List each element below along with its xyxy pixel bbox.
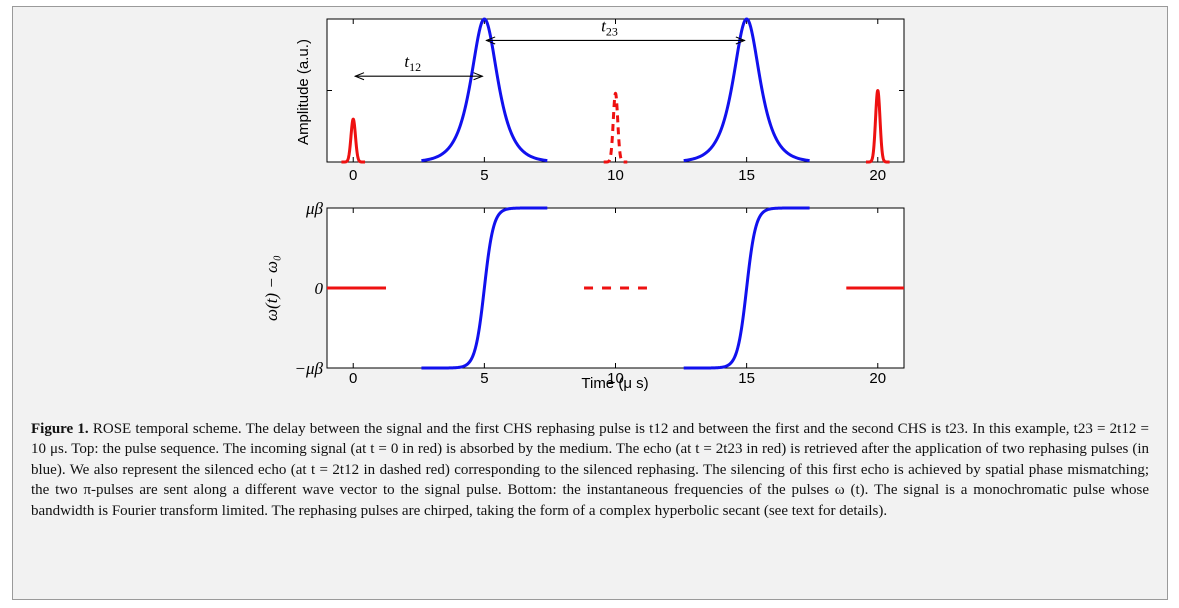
top-series-line xyxy=(602,91,629,164)
bottom-panel: 0 5 10 15 20 −μβ 0 μβ ω(t) − ω₀ Time (μ s) xyxy=(262,199,905,392)
bottom-series-line xyxy=(683,206,810,370)
caption-label: Figure 1. xyxy=(31,421,89,437)
top-x-tick-label: 20 xyxy=(869,167,886,184)
bottom-series-line xyxy=(421,206,548,370)
bottom-y-tick-label: 0 xyxy=(315,279,324,298)
caption-text: ROSE temporal scheme. The delay between … xyxy=(31,421,1150,519)
bottom-x-tick-label: 15 xyxy=(738,370,755,387)
top-series-line xyxy=(682,17,811,163)
bottom-y-tick-labels: −μβ 0 μβ xyxy=(295,199,324,378)
x-axis-label: Time (μ s) xyxy=(581,375,648,392)
bottom-x-tick-labels: 0 5 10 15 20 xyxy=(349,370,886,387)
bottom-y-tick-label: μβ xyxy=(305,199,324,218)
bottom-x-tick-label: 20 xyxy=(869,370,886,387)
top-x-tick-label: 0 xyxy=(349,167,357,184)
bottom-x-tick-label: 5 xyxy=(480,370,488,387)
bottom-y-tick-label: −μβ xyxy=(295,359,324,378)
top-y-axis-label: Amplitude (a.u.) xyxy=(295,39,312,145)
bottom-y-axis-label: ω(t) − ω₀ xyxy=(262,255,281,321)
bottom-axes-box xyxy=(326,207,905,369)
top-x-tick-label: 15 xyxy=(738,167,755,184)
bottom-x-tick-label: 0 xyxy=(349,370,357,387)
top-series-line xyxy=(420,17,549,163)
top-series-line xyxy=(340,117,367,164)
top-x-tick-labels: 0 5 10 15 20 xyxy=(349,167,886,184)
top-x-tick-label: 5 xyxy=(480,167,488,184)
figure-caption: Figure 1. ROSE temporal scheme. The dela… xyxy=(31,419,1149,521)
top-ticks xyxy=(327,18,904,163)
bottom-series xyxy=(327,206,904,370)
top-series-line xyxy=(864,89,891,164)
top-x-tick-label: 10 xyxy=(607,167,624,184)
top-series xyxy=(340,17,891,164)
bottom-x-tick-label: 10 xyxy=(607,370,624,387)
